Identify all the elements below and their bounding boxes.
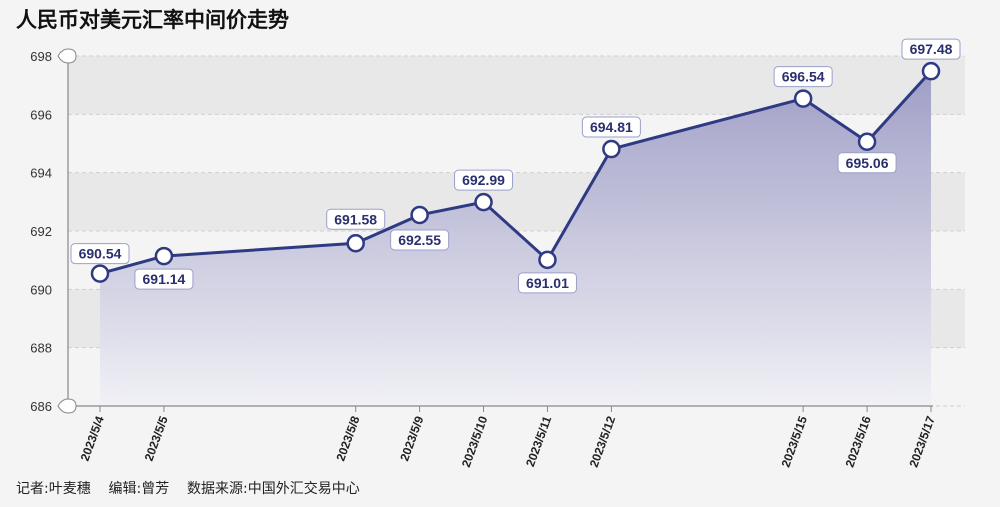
axis-cap-icon bbox=[57, 398, 77, 414]
data-label: 697.48 bbox=[910, 41, 953, 57]
data-label-box bbox=[454, 169, 514, 191]
chart-title: 人民币对美元汇率中间价走势 bbox=[16, 8, 289, 32]
x-tick-label: 2023/5/17 bbox=[906, 414, 938, 469]
x-tick-label: 2023/5/15 bbox=[779, 414, 811, 469]
data-label: 692.55 bbox=[398, 232, 441, 248]
series-line bbox=[99, 70, 933, 276]
x-tick-label: 2023/5/16 bbox=[842, 414, 874, 469]
data-label-box bbox=[390, 229, 450, 251]
data-label-box bbox=[581, 116, 641, 138]
y-tick-label: 686 bbox=[30, 399, 52, 414]
data-label: 691.01 bbox=[526, 275, 569, 291]
data-point bbox=[154, 246, 174, 266]
data-label: 696.54 bbox=[782, 69, 825, 85]
data-label: 694.81 bbox=[590, 119, 633, 135]
x-tick-label: 2023/5/8 bbox=[333, 414, 362, 463]
data-label-box bbox=[134, 268, 194, 290]
data-label-box bbox=[901, 38, 961, 60]
data-point bbox=[90, 264, 110, 283]
data-points bbox=[90, 61, 941, 283]
data-label: 695.06 bbox=[846, 155, 889, 171]
series-area bbox=[100, 71, 931, 407]
x-tick-label: 2023/5/5 bbox=[142, 414, 171, 463]
credits: 记者:叶麦穗 编辑:曾芳 数据来源:中国外汇交易中心 bbox=[16, 481, 360, 497]
x-tick-label: 2023/5/10 bbox=[459, 414, 491, 469]
data-point bbox=[857, 132, 877, 151]
x-tick-label: 2023/5/12 bbox=[587, 414, 619, 469]
data-point bbox=[474, 192, 493, 212]
y-tick-label: 694 bbox=[30, 166, 52, 181]
area-layer bbox=[100, 71, 931, 407]
data-label: 692.99 bbox=[462, 172, 505, 188]
y-tick-label: 690 bbox=[30, 282, 52, 297]
data-label: 691.14 bbox=[143, 271, 186, 287]
data-label-box bbox=[70, 243, 130, 265]
x-tick-label: 2023/5/4 bbox=[78, 414, 107, 463]
data-point bbox=[538, 250, 557, 270]
data-point bbox=[602, 139, 621, 159]
y-tick-label: 688 bbox=[30, 341, 52, 356]
data-label: 691.58 bbox=[334, 211, 377, 227]
data-point bbox=[410, 205, 429, 225]
data-point bbox=[793, 89, 813, 108]
y-tick-label: 698 bbox=[30, 49, 52, 64]
data-label-box bbox=[773, 66, 833, 88]
data-labels: 690.54 691.14 691.58 692.55 692.99 691.01 694.… bbox=[70, 38, 961, 294]
y-tick-label: 696 bbox=[30, 107, 52, 122]
y-tick-label: 692 bbox=[30, 224, 52, 239]
data-point bbox=[346, 234, 365, 253]
x-tick-label: 2023/5/11 bbox=[523, 414, 554, 469]
data-label: 690.54 bbox=[79, 246, 122, 262]
series-line-layer bbox=[99, 70, 933, 276]
axis-cap-icon bbox=[57, 48, 77, 64]
x-tick-label: 2023/5/9 bbox=[397, 414, 426, 463]
data-label-box bbox=[837, 152, 897, 174]
data-label-box bbox=[517, 272, 577, 294]
data-label-box bbox=[326, 208, 386, 230]
data-point bbox=[921, 61, 941, 81]
